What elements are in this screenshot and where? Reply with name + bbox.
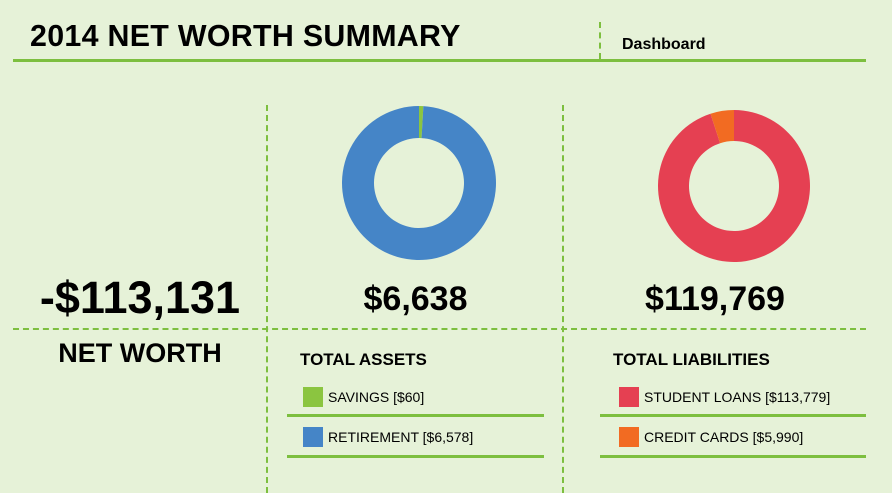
- column-divider-2: [562, 105, 564, 493]
- net-worth-label: NET WORTH: [58, 338, 222, 368]
- legend-divider: [600, 414, 866, 417]
- header-underline: [13, 59, 866, 62]
- legend-item-student-loans: STUDENT LOANS [$113,779]: [619, 387, 830, 407]
- total-liabilities-value: $119,769: [645, 280, 785, 318]
- row-divider: [13, 328, 866, 330]
- legend-divider: [287, 455, 544, 458]
- legend-label: SAVINGS [$60]: [328, 389, 425, 405]
- donut-slice-credit-cards: [710, 110, 734, 144]
- net-worth-value: -$113,131: [39, 272, 241, 323]
- legend-divider: [287, 414, 544, 417]
- student-loans-swatch: [619, 387, 639, 407]
- total-assets-title: TOTAL ASSETS: [300, 350, 427, 369]
- legend-label: CREDIT CARDS [$5,990]: [644, 429, 804, 445]
- donut-slice-savings: [419, 106, 424, 139]
- total-liabilities-title: TOTAL LIABILITIES: [613, 350, 770, 369]
- column-divider-1: [266, 105, 268, 493]
- page-title: 2014 NET WORTH SUMMARY: [30, 18, 461, 53]
- legend-divider: [600, 455, 866, 458]
- donut-slice-retirement: [341, 105, 496, 260]
- legend-item-savings: SAVINGS [$60]: [303, 387, 424, 407]
- retirement-swatch: [303, 427, 323, 447]
- liabilities-donut-chart: [658, 110, 810, 262]
- header-divider: [599, 22, 601, 59]
- legend-label: RETIREMENT [$6,578]: [328, 429, 474, 445]
- legend-item-credit-cards: CREDIT CARDS [$5,990]: [619, 427, 803, 447]
- credit-cards-swatch: [619, 427, 639, 447]
- assets-donut-chart: [341, 105, 496, 260]
- donut-slice-student-loans: [658, 110, 810, 262]
- total-assets-value: $6,638: [363, 280, 468, 318]
- legend-label: STUDENT LOANS [$113,779]: [644, 389, 831, 405]
- legend-item-retirement: RETIREMENT [$6,578]: [303, 427, 473, 447]
- dashboard-label: Dashboard: [622, 36, 706, 53]
- savings-swatch: [303, 387, 323, 407]
